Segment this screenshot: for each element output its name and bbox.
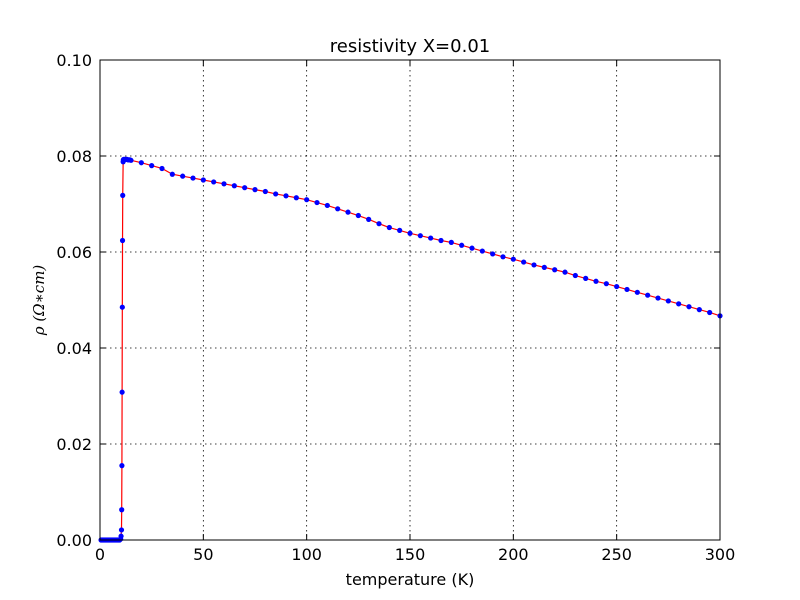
data-point bbox=[190, 175, 196, 181]
data-point bbox=[541, 264, 547, 270]
data-point bbox=[283, 193, 289, 199]
data-point bbox=[645, 292, 651, 298]
data-point bbox=[119, 507, 125, 513]
data-point bbox=[273, 191, 279, 197]
data-point bbox=[180, 173, 186, 179]
x-tick-label: 150 bbox=[395, 545, 426, 564]
data-point bbox=[221, 181, 227, 187]
data-point bbox=[376, 221, 382, 227]
data-point bbox=[417, 233, 423, 239]
data-point bbox=[200, 177, 206, 183]
data-point bbox=[583, 275, 589, 281]
data-point bbox=[500, 254, 506, 260]
data-point bbox=[231, 183, 237, 189]
data-point bbox=[366, 216, 372, 222]
data-point bbox=[603, 281, 609, 287]
data-point bbox=[119, 463, 125, 469]
data-point bbox=[345, 209, 351, 215]
y-tick-label: 0.08 bbox=[56, 147, 92, 166]
data-point bbox=[211, 179, 217, 185]
x-axis-ticks: 0 50 100 150 200 250 300 bbox=[95, 60, 735, 564]
data-point bbox=[490, 251, 496, 257]
data-point bbox=[355, 212, 361, 219]
data-point bbox=[138, 160, 144, 166]
data-point bbox=[169, 171, 175, 177]
data-point bbox=[335, 206, 341, 212]
data-point bbox=[118, 527, 125, 533]
data-point bbox=[159, 165, 165, 172]
data-point bbox=[407, 230, 413, 236]
data-point bbox=[686, 304, 692, 310]
data-point bbox=[655, 295, 661, 301]
data-point bbox=[293, 195, 299, 201]
x-tick-label: 200 bbox=[498, 545, 529, 564]
x-tick-label: 0 bbox=[95, 545, 105, 564]
data-point bbox=[120, 192, 126, 198]
data-point bbox=[397, 227, 403, 233]
data-point bbox=[676, 301, 682, 307]
data-point bbox=[479, 248, 485, 254]
data-point bbox=[634, 289, 640, 295]
data-point bbox=[324, 202, 330, 209]
chart-title: resistivity X=0.01 bbox=[330, 36, 490, 57]
data-point bbox=[510, 256, 516, 262]
data-point bbox=[242, 185, 248, 191]
x-axis-label: temperature (K) bbox=[346, 570, 475, 589]
y-axis-label: ρ (Ω∗cm) bbox=[30, 265, 48, 337]
data-point bbox=[386, 224, 392, 231]
data-point bbox=[521, 259, 527, 265]
data-point bbox=[119, 389, 125, 395]
x-tick-label: 250 bbox=[601, 545, 632, 564]
data-point bbox=[438, 237, 444, 244]
data-point bbox=[262, 188, 268, 195]
data-point bbox=[128, 157, 134, 163]
y-tick-label: 0.02 bbox=[56, 435, 92, 454]
data-point bbox=[459, 242, 465, 248]
data-point bbox=[314, 199, 320, 206]
data-point bbox=[593, 278, 599, 284]
data-point bbox=[252, 187, 258, 193]
data-point bbox=[448, 239, 454, 245]
data-point bbox=[572, 272, 578, 279]
y-tick-label: 0.06 bbox=[56, 243, 92, 262]
y-tick-label: 0.10 bbox=[56, 51, 92, 70]
data-point bbox=[304, 197, 310, 203]
x-tick-label: 50 bbox=[193, 545, 213, 564]
x-tick-label: 100 bbox=[291, 545, 322, 564]
data-point bbox=[665, 298, 671, 304]
data-point bbox=[469, 245, 475, 251]
y-axis-ticks: 0.00 0.02 0.04 0.06 0.08 0.10 bbox=[56, 51, 720, 550]
data-point bbox=[118, 533, 124, 539]
data-point bbox=[624, 286, 630, 293]
data-point bbox=[707, 309, 713, 316]
data-point bbox=[149, 163, 155, 169]
data-point bbox=[614, 283, 620, 290]
data-point bbox=[531, 262, 537, 268]
data-point bbox=[562, 269, 568, 275]
data-point bbox=[428, 235, 434, 241]
data-point bbox=[696, 307, 702, 313]
data-point bbox=[119, 304, 125, 310]
data-point bbox=[119, 237, 126, 244]
y-tick-label: 0.00 bbox=[56, 531, 92, 550]
y-tick-label: 0.04 bbox=[56, 339, 92, 358]
data-point bbox=[552, 267, 558, 273]
x-tick-label: 300 bbox=[705, 545, 736, 564]
